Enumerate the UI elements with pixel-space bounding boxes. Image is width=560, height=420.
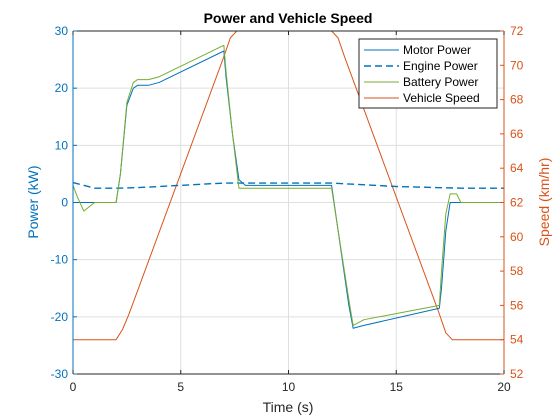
series-line-engine-power xyxy=(73,181,504,189)
legend-entry-label: Vehicle Speed xyxy=(403,91,480,105)
y-left-tick-label: -10 xyxy=(51,253,69,267)
chart-title: Power and Vehicle Speed xyxy=(204,10,373,26)
y-right-tick-label: 68 xyxy=(510,93,524,107)
y-left-tick-label: 20 xyxy=(55,81,69,95)
series-line-battery-power xyxy=(73,44,504,326)
y-right-tick-label: 62 xyxy=(510,196,524,210)
legend: Motor Power Engine Power Battery Power Vehi… xyxy=(358,38,498,109)
y-right-tick-label: 72 xyxy=(510,24,524,38)
y-axis-label-right: Speed (km/hr) xyxy=(536,158,552,247)
y-right-tick-label: 58 xyxy=(510,264,524,278)
x-tick-label: 15 xyxy=(390,380,404,394)
series-line-vehicle-speed xyxy=(73,31,504,341)
tick-labels: 0 5 10 15 20 -30 -20 -10 0 10 20 30 52 54 56 58 60 62 64 66… xyxy=(51,24,524,394)
y-right-tick-label: 60 xyxy=(510,230,524,244)
y-axis-label-left: Power (kW) xyxy=(25,165,41,238)
plot-area xyxy=(73,31,504,341)
y-right-tick-label: 52 xyxy=(510,367,524,381)
y-right-tick-label: 66 xyxy=(510,127,524,141)
y-left-tick-label: -30 xyxy=(51,367,69,381)
y-left-tick-label: -20 xyxy=(51,310,69,324)
x-tick-label: 10 xyxy=(282,380,296,394)
y-right-tick-label: 56 xyxy=(510,298,524,312)
y-left-tick-label: 0 xyxy=(61,196,68,210)
legend-entry-label: Motor Power xyxy=(403,43,471,57)
legend-entry-label: Battery Power xyxy=(403,75,478,89)
x-tick-label: 0 xyxy=(70,380,77,394)
y-right-tick-label: 70 xyxy=(510,58,524,72)
y-right-tick-label: 54 xyxy=(510,333,524,347)
y-left-tick-label: 30 xyxy=(55,24,69,38)
x-tick-label: 5 xyxy=(177,380,184,394)
y-left-tick-label: 10 xyxy=(55,138,69,152)
y-right-tick-label: 64 xyxy=(510,161,524,175)
x-axis-label: Time (s) xyxy=(263,399,314,415)
x-tick-label: 20 xyxy=(497,380,511,394)
legend-entry-label: Engine Power xyxy=(403,59,478,73)
